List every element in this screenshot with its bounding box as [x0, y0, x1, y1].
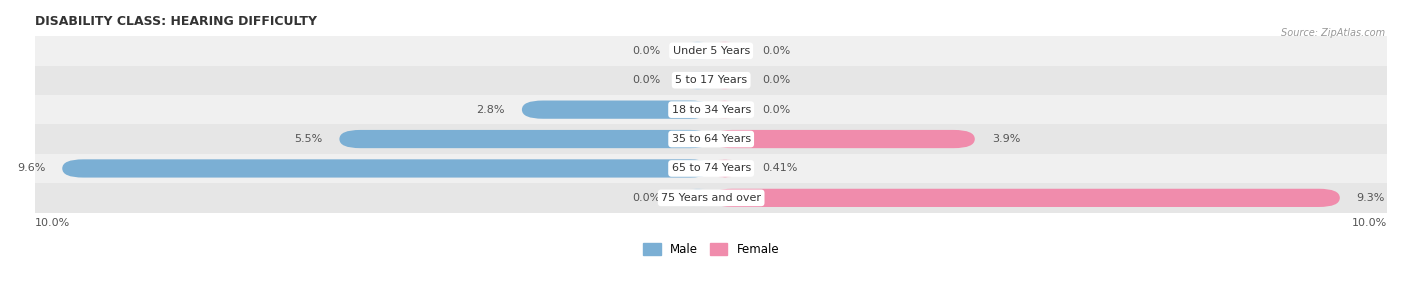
- Text: Under 5 Years: Under 5 Years: [672, 46, 749, 56]
- Text: 75 Years and over: 75 Years and over: [661, 193, 761, 203]
- FancyBboxPatch shape: [685, 42, 711, 60]
- Text: 0.41%: 0.41%: [762, 163, 799, 174]
- Text: 18 to 34 Years: 18 to 34 Years: [672, 105, 751, 115]
- Text: 0.0%: 0.0%: [762, 46, 790, 56]
- FancyBboxPatch shape: [711, 130, 974, 148]
- Text: 3.9%: 3.9%: [991, 134, 1021, 144]
- FancyBboxPatch shape: [711, 189, 1340, 207]
- FancyBboxPatch shape: [62, 159, 711, 177]
- FancyBboxPatch shape: [339, 130, 711, 148]
- Bar: [35, 154, 1388, 183]
- Text: Source: ZipAtlas.com: Source: ZipAtlas.com: [1281, 28, 1385, 38]
- FancyBboxPatch shape: [685, 189, 711, 207]
- FancyBboxPatch shape: [711, 100, 738, 119]
- Legend: Male, Female: Male, Female: [643, 243, 779, 256]
- Text: DISABILITY CLASS: HEARING DIFFICULTY: DISABILITY CLASS: HEARING DIFFICULTY: [35, 15, 318, 28]
- FancyBboxPatch shape: [522, 100, 711, 119]
- Text: 5 to 17 Years: 5 to 17 Years: [675, 75, 747, 85]
- FancyBboxPatch shape: [711, 42, 738, 60]
- Text: 10.0%: 10.0%: [1353, 218, 1388, 228]
- Text: 65 to 74 Years: 65 to 74 Years: [672, 163, 751, 174]
- FancyBboxPatch shape: [711, 159, 740, 177]
- Bar: [35, 124, 1388, 154]
- Text: 0.0%: 0.0%: [633, 46, 661, 56]
- Text: 0.0%: 0.0%: [762, 105, 790, 115]
- Text: 0.0%: 0.0%: [633, 75, 661, 85]
- Bar: [35, 65, 1388, 95]
- Text: 5.5%: 5.5%: [294, 134, 322, 144]
- Text: 0.0%: 0.0%: [762, 75, 790, 85]
- FancyBboxPatch shape: [685, 71, 711, 89]
- Bar: [35, 36, 1388, 65]
- Text: 9.6%: 9.6%: [17, 163, 45, 174]
- Text: 10.0%: 10.0%: [35, 218, 70, 228]
- Text: 0.0%: 0.0%: [633, 193, 661, 203]
- Text: 35 to 64 Years: 35 to 64 Years: [672, 134, 751, 144]
- FancyBboxPatch shape: [711, 71, 738, 89]
- Bar: [35, 183, 1388, 213]
- Bar: [35, 95, 1388, 124]
- Text: 9.3%: 9.3%: [1357, 193, 1385, 203]
- Text: 2.8%: 2.8%: [477, 105, 505, 115]
